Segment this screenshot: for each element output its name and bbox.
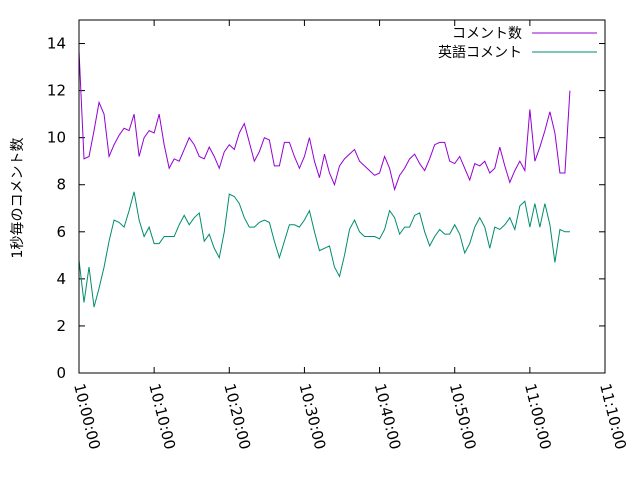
y-tick-label: 2 xyxy=(56,317,66,335)
y-tick-label: 4 xyxy=(56,270,66,288)
y-tick-label: 12 xyxy=(47,82,66,100)
legend-label: コメント数 xyxy=(452,26,522,42)
series-layer xyxy=(78,50,571,308)
plot-frame xyxy=(78,19,606,374)
y-tick-label: 6 xyxy=(56,223,66,241)
legend-label: 英語コメント xyxy=(438,44,522,61)
y-axis-label: 1秒毎のコメント数 xyxy=(10,138,26,259)
y-tick-label: 14 xyxy=(47,35,66,53)
y-tick-label: 0 xyxy=(56,364,66,382)
y-tick-label: 10 xyxy=(47,129,66,147)
series-line-0 xyxy=(78,50,571,192)
series-line-1 xyxy=(78,191,570,308)
y-tick-label: 8 xyxy=(56,176,66,194)
